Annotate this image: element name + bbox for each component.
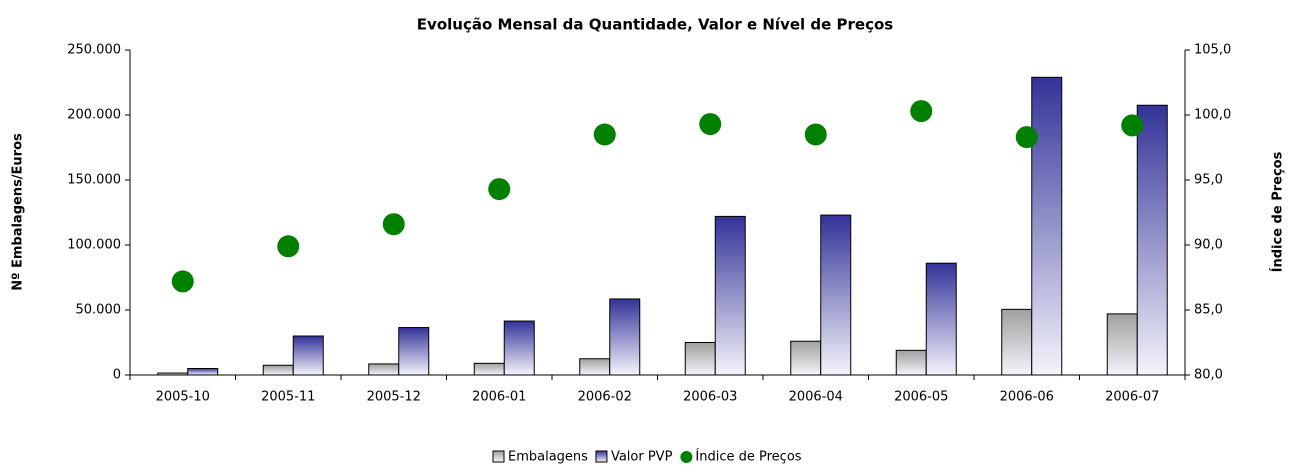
dot [382, 213, 405, 236]
dot [910, 100, 933, 123]
bar [579, 358, 611, 376]
bar [398, 327, 430, 376]
y-tick-label: 0 [113, 368, 121, 383]
bar [790, 340, 822, 376]
dot [593, 123, 616, 146]
bar [1136, 104, 1168, 376]
dot [1015, 126, 1038, 149]
dot [1121, 114, 1144, 137]
legend-label: Embalagens [508, 450, 588, 465]
bar [684, 342, 716, 376]
x-tick-label: 2006-06 [1000, 390, 1054, 405]
legend-marker [680, 451, 693, 463]
y-tick-label: 150.000 [67, 173, 121, 188]
x-tick-label: 2006-05 [894, 390, 948, 405]
x-tick-label: 2006-01 [472, 390, 526, 405]
x-tick-label: 2006-04 [789, 390, 843, 405]
y2-tick-label: 85,0 [1194, 303, 1223, 318]
bar [609, 298, 641, 376]
legend-label: Valor PVP [611, 450, 673, 465]
bar [820, 214, 852, 376]
bar [368, 363, 400, 376]
y-axis-label: Nº Embalagens/Euros [11, 133, 26, 291]
chart-title: Evolução Mensal da Quantidade, Valor e N… [417, 16, 893, 34]
y-tick-label: 200.000 [67, 108, 121, 123]
bar [1031, 76, 1063, 376]
bar [157, 372, 189, 376]
y-tick-label: 100.000 [67, 238, 121, 253]
legend-marker [492, 450, 505, 463]
y-tick-label: 250.000 [67, 43, 121, 58]
x-tick-label: 2006-03 [683, 390, 737, 405]
dot [804, 123, 827, 146]
y2-tick-label: 100,0 [1194, 108, 1231, 123]
bar [714, 215, 746, 376]
y-tick-label: 50.000 [76, 303, 122, 318]
dot [277, 235, 300, 258]
bar [503, 320, 535, 376]
bar [1106, 313, 1138, 376]
x-tick-label: 2005-10 [156, 390, 210, 405]
y2-tick-label: 90,0 [1194, 238, 1223, 253]
x-tick-label: 2006-07 [1105, 390, 1159, 405]
y2-axis-label: Índice de Preços [1270, 151, 1286, 272]
bar [1001, 308, 1033, 376]
legend-label: Índice de Preços [695, 449, 801, 465]
y2-tick-label: 105,0 [1194, 43, 1231, 58]
dot [488, 178, 511, 201]
x-tick-label: 2006-02 [578, 390, 632, 405]
bar [473, 362, 505, 376]
legend-marker [595, 450, 608, 463]
dot [171, 270, 194, 293]
x-tick-label: 2005-12 [367, 390, 421, 405]
y2-tick-label: 95,0 [1194, 173, 1223, 188]
bar [262, 364, 294, 376]
bar [292, 335, 324, 376]
bar [925, 262, 957, 376]
bar [187, 368, 219, 376]
y2-tick-label: 80,0 [1194, 368, 1223, 383]
dot [699, 113, 722, 136]
x-tick-label: 2005-11 [261, 390, 315, 405]
bar [895, 349, 927, 376]
